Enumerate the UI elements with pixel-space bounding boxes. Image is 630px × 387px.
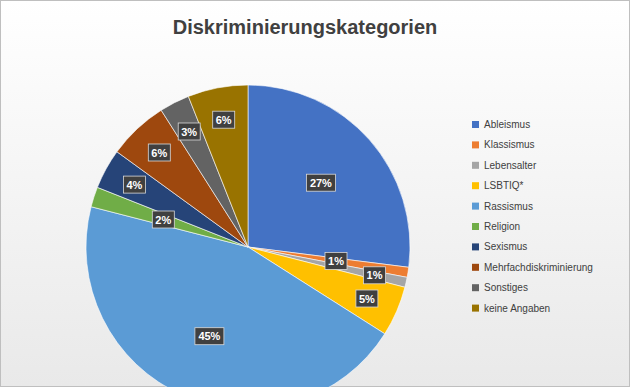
pie-slice — [248, 85, 410, 267]
legend-swatch — [472, 284, 479, 291]
data-label: 45% — [198, 330, 220, 342]
data-labels: 27% 1% 1% 5% 45% 2% 4% 6% 3% 6% — [123, 111, 385, 345]
legend-label: Sexismus — [484, 241, 527, 252]
legend-swatch — [472, 223, 479, 230]
data-label: 4% — [126, 179, 142, 191]
data-label: 1% — [328, 255, 344, 267]
data-label-box — [356, 290, 378, 307]
data-label: 5% — [359, 293, 375, 305]
legend: Ableismus Klassismus Lebensalter LSBTIQ* Ras… — [472, 119, 593, 314]
data-label-box — [148, 144, 170, 161]
legend-label: Ableismus — [484, 119, 530, 130]
legend-swatch — [472, 305, 479, 312]
legend-label: Mehrfachdiskriminierung — [484, 262, 593, 273]
legend-label: Religion — [484, 221, 520, 232]
legend-swatch — [472, 162, 479, 169]
legend-label: keine Angaben — [484, 303, 550, 314]
data-label-box — [152, 211, 174, 228]
data-label-box — [306, 174, 335, 191]
legend-label: Sonstiges — [484, 282, 528, 293]
legend-label: Klassismus — [484, 139, 535, 150]
data-label: 1% — [367, 269, 383, 281]
legend-swatch — [472, 264, 479, 271]
data-label-box — [213, 111, 235, 128]
data-label: 2% — [155, 214, 171, 226]
data-label: 27% — [310, 177, 332, 189]
legend-label: Rassismus — [484, 201, 533, 212]
data-label-box — [123, 176, 145, 193]
legend-swatch — [472, 203, 479, 210]
chart: Diskriminierungskategorien 27% 1% 1% 5% 45% 2%… — [0, 0, 630, 387]
data-label-box — [325, 252, 347, 269]
data-label: 6% — [216, 114, 232, 126]
data-label: 6% — [151, 147, 167, 159]
legend-swatch — [472, 141, 479, 148]
legend-swatch — [472, 243, 479, 250]
data-label-box — [195, 328, 224, 345]
title: Diskriminierungskategorien — [173, 16, 438, 38]
data-label-box — [364, 267, 386, 284]
legend-label: LSBTIQ* — [484, 180, 524, 191]
legend-label: Lebensalter — [484, 160, 537, 171]
data-label: 3% — [181, 126, 197, 138]
slices — [86, 85, 410, 387]
pie-slice — [188, 85, 248, 247]
legend-swatch — [472, 121, 479, 128]
data-label-box — [178, 123, 200, 140]
legend-swatch — [472, 182, 479, 189]
